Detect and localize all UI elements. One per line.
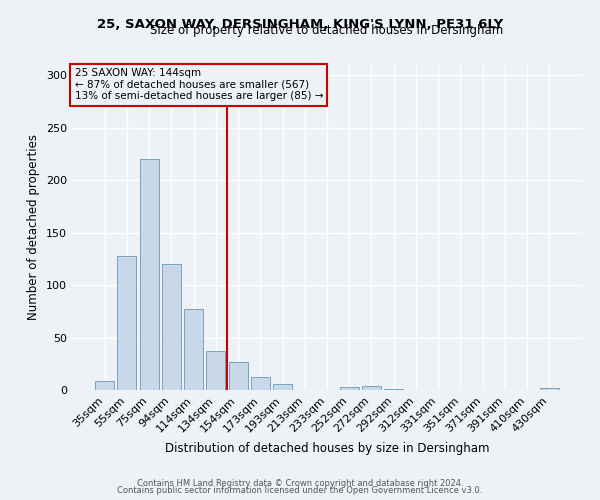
Bar	[118, 256, 136, 390]
Bar	[95, 380, 114, 390]
Bar	[384, 389, 403, 390]
Bar	[184, 310, 203, 390]
Bar	[251, 378, 270, 390]
Bar	[140, 160, 158, 390]
Text: 25, SAXON WAY, DERSINGHAM, KING'S LYNN, PE31 6LY: 25, SAXON WAY, DERSINGHAM, KING'S LYNN, …	[97, 18, 503, 30]
Bar	[162, 264, 181, 390]
Text: 25 SAXON WAY: 144sqm
← 87% of detached houses are smaller (567)
13% of semi-deta: 25 SAXON WAY: 144sqm ← 87% of detached h…	[74, 68, 323, 102]
Bar	[273, 384, 292, 390]
Bar	[229, 362, 248, 390]
Bar	[206, 351, 225, 390]
X-axis label: Distribution of detached houses by size in Dersingham: Distribution of detached houses by size …	[165, 442, 489, 455]
Bar	[540, 388, 559, 390]
Bar	[340, 387, 359, 390]
Bar	[362, 386, 381, 390]
Text: Contains HM Land Registry data © Crown copyright and database right 2024.: Contains HM Land Registry data © Crown c…	[137, 478, 463, 488]
Text: Contains public sector information licensed under the Open Government Licence v3: Contains public sector information licen…	[118, 486, 482, 495]
Title: Size of property relative to detached houses in Dersingham: Size of property relative to detached ho…	[151, 24, 503, 38]
Y-axis label: Number of detached properties: Number of detached properties	[28, 134, 40, 320]
